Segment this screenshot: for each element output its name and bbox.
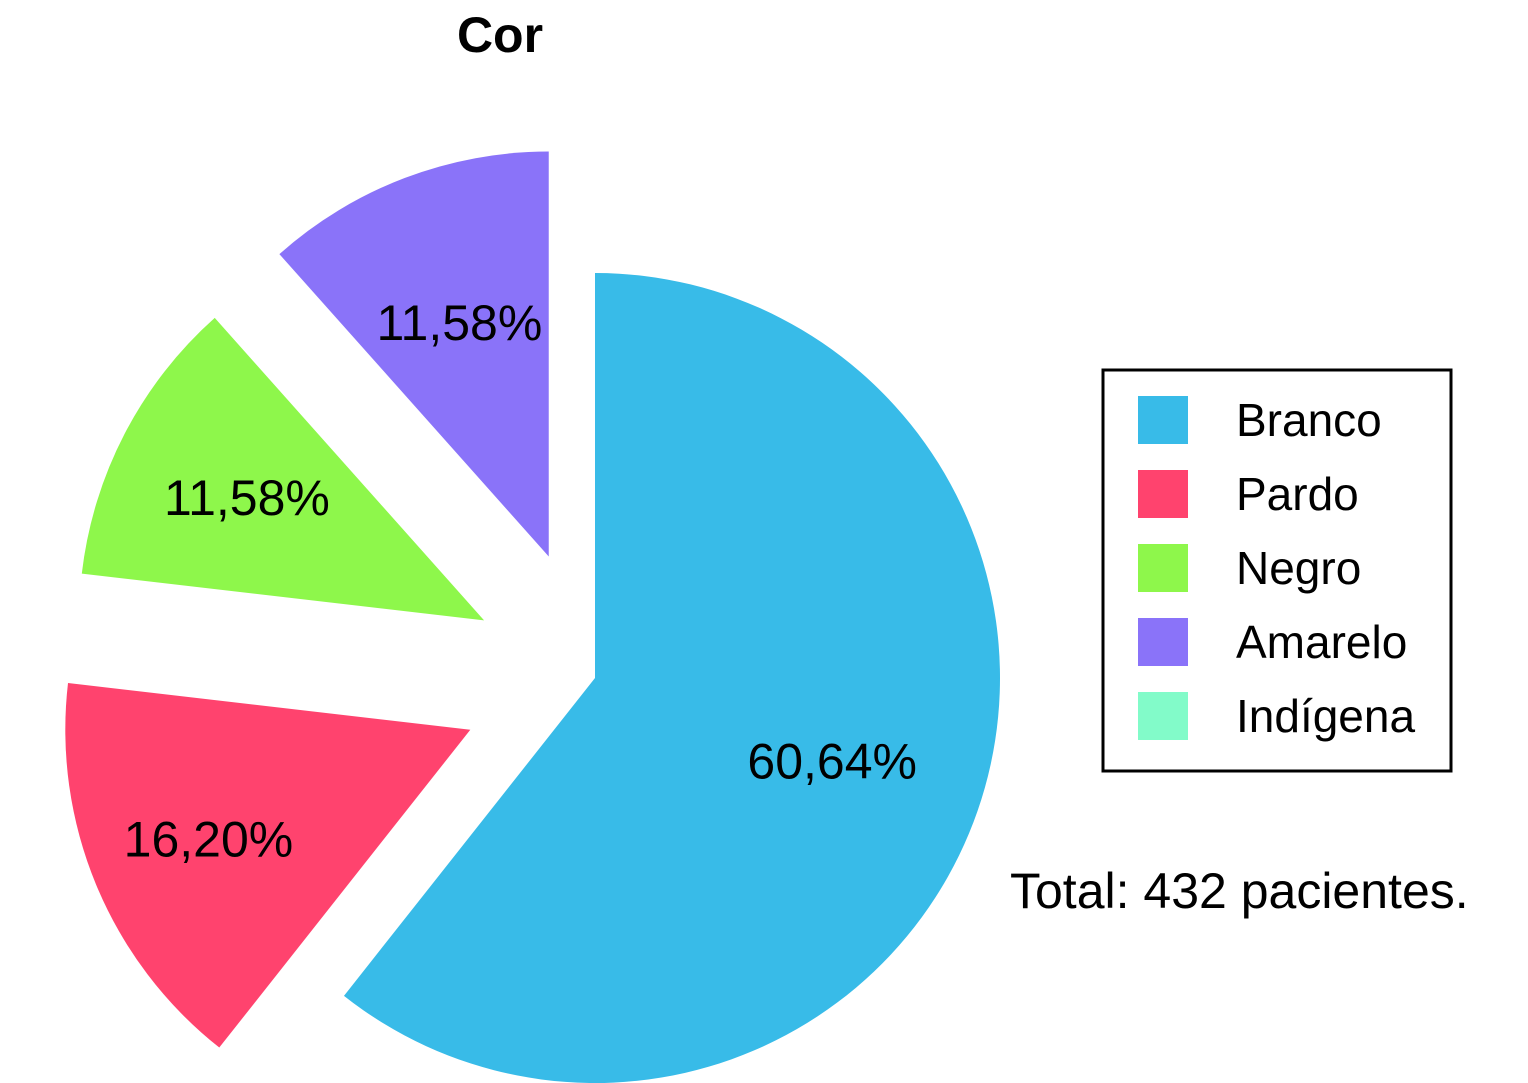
legend-swatch-negro — [1138, 544, 1188, 592]
slice-label-negro: 11,58% — [164, 470, 330, 526]
legend-swatch-branco — [1138, 396, 1188, 444]
legend-swatch-amarelo — [1138, 618, 1188, 666]
pie-slice-branco — [343, 273, 1000, 1083]
pie-slice-pardo — [65, 683, 471, 1048]
total-annotation: Total: 432 pacientes. — [1010, 863, 1469, 919]
slice-label-pardo: 16,20% — [124, 811, 294, 867]
legend-items: Branco Pardo Negro Amarelo Indígena — [1138, 394, 1415, 742]
pie-slices — [65, 151, 1000, 1083]
pie-slice-negro — [81, 317, 485, 621]
legend: Branco Pardo Negro Amarelo Indígena — [1101, 368, 1453, 773]
legend-label-negro: Negro — [1236, 542, 1361, 594]
legend-label-indígena: Indígena — [1236, 690, 1415, 742]
pie-slice-labels: 60,64% 16,20% 11,58% 11,58% — [124, 295, 917, 868]
slice-label-branco: 60,64% — [747, 733, 917, 789]
legend-label-branco: Branco — [1236, 394, 1382, 446]
legend-label-pardo: Pardo — [1236, 468, 1359, 520]
legend-swatch-pardo — [1138, 470, 1188, 518]
pie-slice-amarelo — [279, 151, 549, 557]
slice-label-amarelo: 11,58% — [376, 295, 542, 351]
legend-swatch-indígena — [1138, 692, 1188, 740]
legend-label-amarelo: Amarelo — [1236, 616, 1407, 668]
chart-title: Cor — [457, 7, 543, 63]
